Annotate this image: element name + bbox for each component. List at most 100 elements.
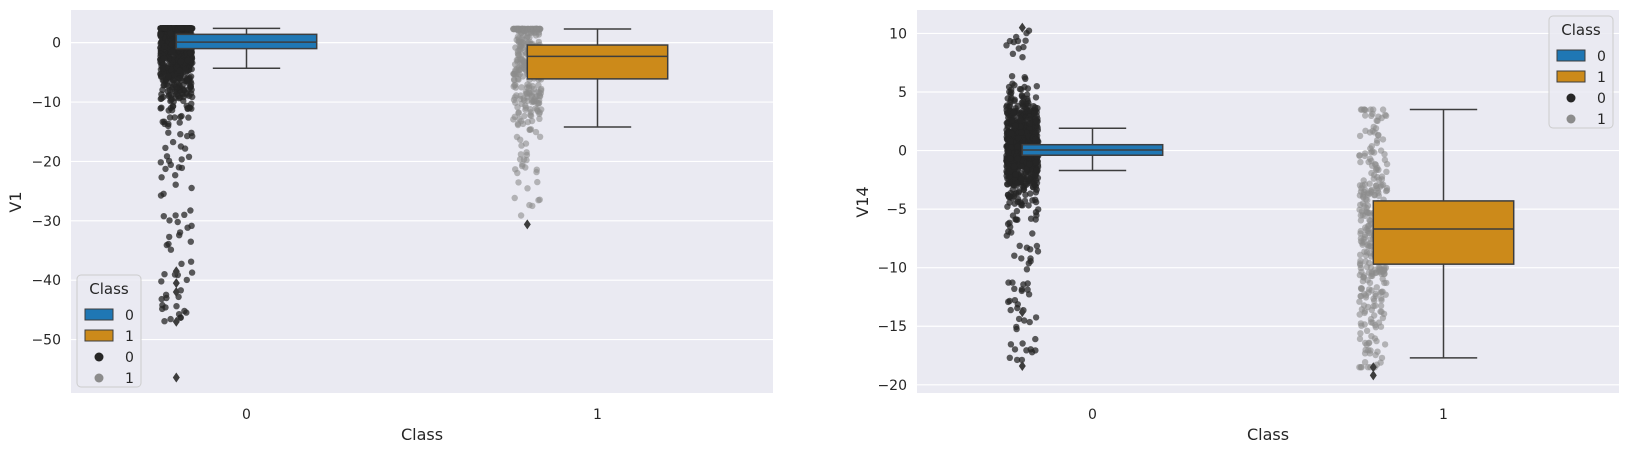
right-strip-point	[1365, 222, 1372, 229]
right-strip-point	[1007, 341, 1015, 348]
left-strip-point	[176, 119, 183, 126]
right-strip-point	[1356, 182, 1364, 189]
left-strip-point	[188, 184, 195, 192]
right-strip-point	[1362, 196, 1370, 203]
right-strip-point	[1005, 279, 1012, 286]
left-strip-point	[522, 164, 529, 171]
right-strip-point	[1006, 179, 1013, 186]
right-strip-point	[1012, 171, 1019, 178]
right-strip-point	[1023, 29, 1030, 37]
right-strip-point	[1018, 163, 1025, 170]
left-strip-point	[161, 120, 168, 128]
left-legend-title: Class	[89, 280, 129, 298]
left-strip-point	[160, 55, 168, 62]
right-outlier-marker	[1018, 307, 1026, 318]
right-strip-point	[1010, 38, 1017, 46]
left-strip-point	[165, 73, 172, 80]
left-strip-point	[535, 197, 542, 204]
right-strip-point	[1361, 309, 1368, 317]
left-strip-point	[187, 238, 194, 245]
right-legend-label: 1	[1597, 112, 1606, 128]
right-strip-point	[1007, 155, 1014, 162]
right-strip-point	[1356, 206, 1363, 213]
left-strip-point	[185, 153, 193, 160]
right-strip-point	[1011, 252, 1018, 259]
right-strip-point	[1365, 158, 1372, 166]
right-strip-point	[1361, 359, 1369, 366]
left-strip-point	[185, 114, 192, 121]
left-strip-point	[166, 233, 173, 241]
left-strip-point	[175, 164, 183, 171]
left-strip-point	[159, 305, 166, 313]
right-strip-point	[1367, 149, 1375, 156]
left-y-tick-label: 0	[52, 36, 61, 52]
right-legend-label: 1	[1597, 70, 1606, 86]
right-strip-point	[1373, 337, 1380, 345]
left-strip-point	[178, 25, 185, 32]
right-strip-point	[1022, 191, 1029, 198]
right-strip-point	[1020, 317, 1028, 324]
left-strip-point	[189, 93, 196, 101]
left-strip-point	[518, 84, 525, 91]
right-legend-marker	[1566, 114, 1576, 124]
right-legend-swatch	[1556, 70, 1586, 83]
right-y-tick-label: −15	[877, 319, 907, 335]
right-strip-point	[1356, 152, 1363, 159]
left-strip-point	[515, 109, 522, 116]
right-strip-point	[1379, 106, 1387, 113]
left-strip-point	[161, 271, 168, 278]
right-strip-point	[1033, 167, 1040, 174]
right-strip-point	[1023, 266, 1031, 273]
right-strip-point	[1021, 83, 1028, 91]
left-strip-point	[511, 81, 518, 89]
right-strip-point	[1014, 301, 1021, 308]
right-strip-point	[1357, 227, 1365, 235]
left-strip-point	[158, 174, 165, 181]
left-outlier-marker	[172, 266, 180, 277]
left-strip-point	[511, 194, 518, 202]
right-strip-point	[1008, 130, 1015, 137]
left-strip-point	[164, 82, 172, 90]
right-strip-point	[1018, 356, 1026, 364]
right-strip-point	[1357, 106, 1365, 113]
right-strip-point	[1021, 197, 1029, 205]
right-strip-point	[1373, 137, 1381, 144]
left-strip-point	[187, 207, 194, 214]
right-outlier-marker	[1018, 361, 1026, 372]
right-strip-point	[1026, 318, 1033, 326]
left-strip-point	[517, 151, 525, 158]
right-strip-point	[1005, 149, 1012, 156]
right-strip-point	[1006, 193, 1013, 201]
left-y-tick-label: −20	[31, 154, 61, 170]
right-strip-point	[1007, 306, 1014, 314]
right-strip-point	[1031, 104, 1039, 111]
right-strip-point	[1013, 143, 1021, 150]
left-strip-point	[163, 241, 170, 249]
left-y-tick-label: −10	[31, 95, 61, 111]
right-strip-point	[1032, 136, 1039, 143]
right-strip-point	[1022, 37, 1029, 44]
left-strip-point	[521, 112, 528, 120]
right-strip-point	[1369, 127, 1376, 135]
right-strip-point	[1025, 291, 1033, 298]
left-strip-point	[163, 153, 171, 160]
left-y-tick-label: −40	[31, 273, 61, 289]
left-strip-point	[521, 57, 528, 64]
left-strip-point	[187, 258, 195, 265]
right-strip-point	[1374, 173, 1381, 181]
right-strip-point	[1014, 195, 1022, 203]
right-strip-point	[1033, 186, 1040, 193]
left-y-axis-label: V1	[6, 191, 25, 212]
left-outlier-marker	[172, 287, 180, 298]
right-strip-point	[1361, 181, 1369, 188]
right-strip-point	[1368, 287, 1375, 294]
left-strip-point	[188, 269, 196, 276]
left-strip-point	[168, 40, 175, 48]
right-strip-point	[1011, 285, 1018, 292]
right-strip-point	[1360, 302, 1368, 309]
right-strip-point	[1357, 330, 1364, 337]
right-strip-point	[1379, 136, 1387, 143]
right-strip-point	[1006, 162, 1013, 170]
